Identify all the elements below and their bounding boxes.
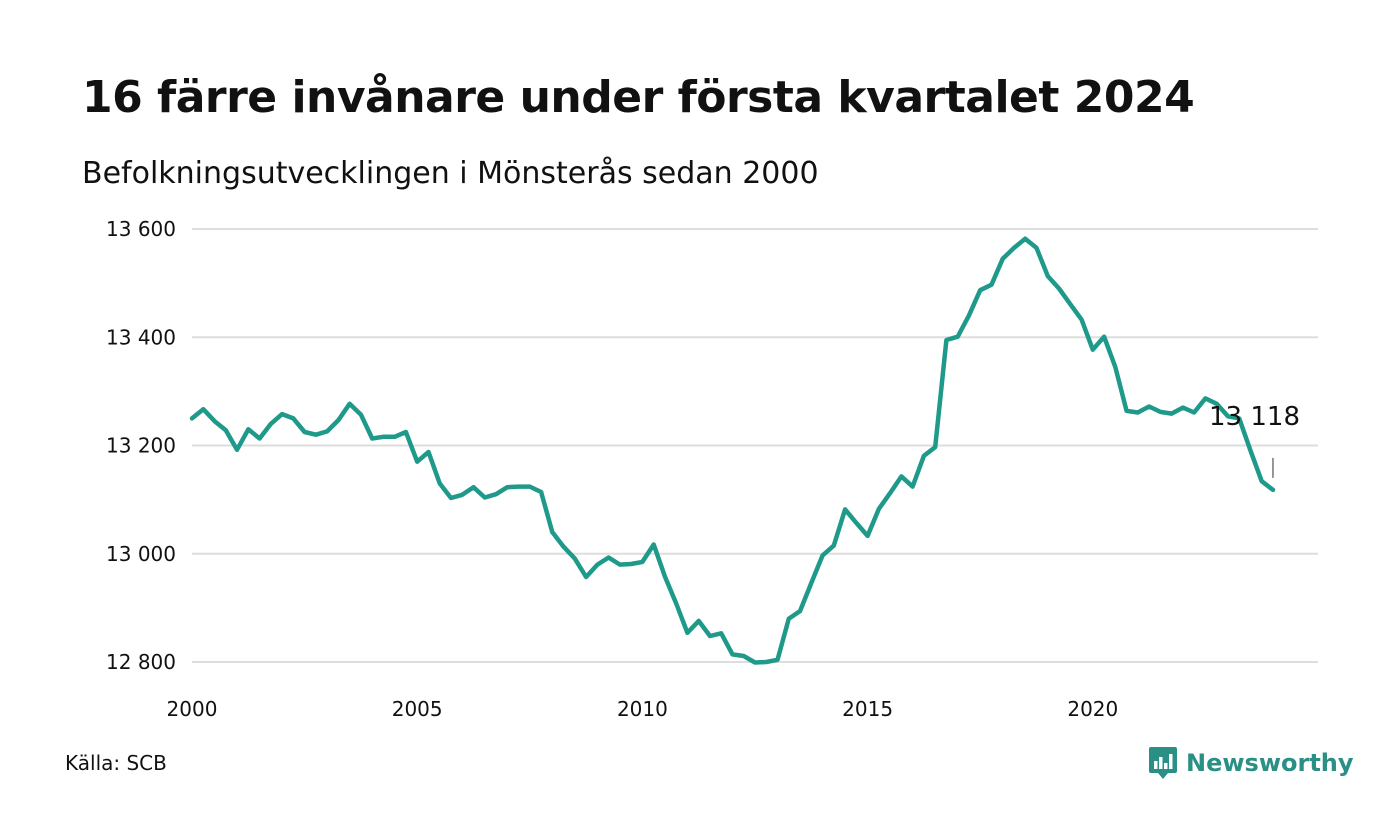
y-tick-label: 13 400 xyxy=(106,325,176,349)
chart-subtitle: Befolkningsutvecklingen i Mönsterås seda… xyxy=(82,156,819,191)
x-axis-ticks: 2000 2005 2010 2015 2020 xyxy=(167,697,1119,721)
x-tick-label: 2010 xyxy=(617,697,668,721)
series-line xyxy=(189,236,1276,665)
y-tick-label: 13 200 xyxy=(106,434,176,458)
source-note: Källa: SCB xyxy=(65,751,167,775)
y-tick-label: 12 800 xyxy=(106,650,176,674)
newsworthy-chart-bubble-icon xyxy=(1149,747,1177,779)
x-tick-label: 2005 xyxy=(392,697,443,721)
brand-logo: Newsworthy xyxy=(1148,745,1354,781)
x-tick-label: 2020 xyxy=(1067,697,1118,721)
series-group xyxy=(189,236,1276,665)
x-tick-label: 2015 xyxy=(842,697,893,721)
y-tick-label: 13 000 xyxy=(106,542,176,566)
y-tick-label: 13 600 xyxy=(106,217,176,241)
end-annotation: 13 118 xyxy=(1209,402,1300,478)
chart-title: 16 färre invånare under första kvartalet… xyxy=(82,72,1195,123)
end-value-label: 13 118 xyxy=(1209,402,1300,432)
y-axis-ticks: 12 800 13 000 13 200 13 400 13 600 xyxy=(106,217,176,674)
brand-name: Newsworthy xyxy=(1186,749,1354,777)
x-tick-label: 2000 xyxy=(167,697,218,721)
gridlines xyxy=(192,228,1318,663)
